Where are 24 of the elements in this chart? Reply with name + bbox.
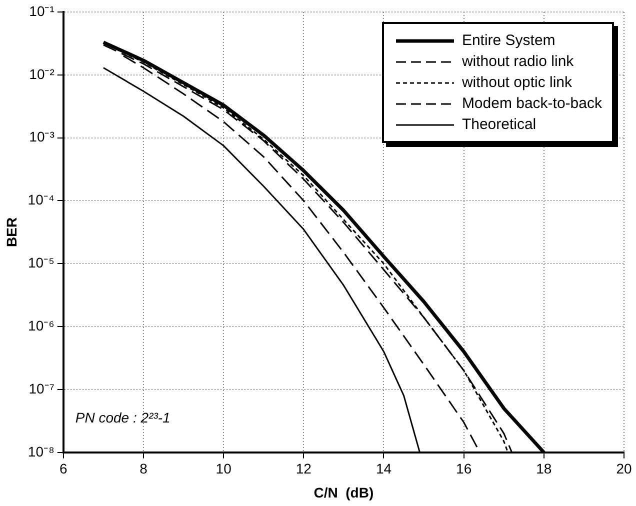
y-tick-label: 10⁻⁴ xyxy=(28,192,54,208)
y-tick-label: 10⁻¹ xyxy=(29,2,55,19)
x-tick-label: 14 xyxy=(376,460,392,477)
annotation: PN code : 2²³-1 xyxy=(75,409,170,426)
x-tick-label: 12 xyxy=(296,460,312,477)
y-tick-label: 10⁻⁸ xyxy=(28,443,54,460)
x-tick-label: 10 xyxy=(216,460,232,477)
x-tick-label: 18 xyxy=(536,460,552,477)
y-tick-label: 10⁻⁶ xyxy=(28,317,54,334)
x-tick-label: 6 xyxy=(59,460,68,477)
x-tick-label: 8 xyxy=(140,460,148,477)
legend-label: Entire System xyxy=(462,31,556,51)
y-tick-label: 10⁻⁷ xyxy=(28,380,54,396)
legend-label: without radio link xyxy=(462,52,574,72)
legend-label: Modem back-to-back xyxy=(462,94,602,114)
x-tick-label: 20 xyxy=(616,460,632,477)
x-tick-label: 16 xyxy=(456,460,472,477)
y-axis-title: BER xyxy=(3,217,20,247)
y-tick-label: 10⁻³ xyxy=(29,128,55,145)
y-tick-label: 10⁻⁵ xyxy=(28,254,54,271)
y-tick-label: 10⁻² xyxy=(29,66,55,82)
x-axis-title: C/N (dB) xyxy=(314,484,374,500)
legend-label: Theoretical xyxy=(462,115,536,135)
legend-label: without optic link xyxy=(462,73,572,93)
